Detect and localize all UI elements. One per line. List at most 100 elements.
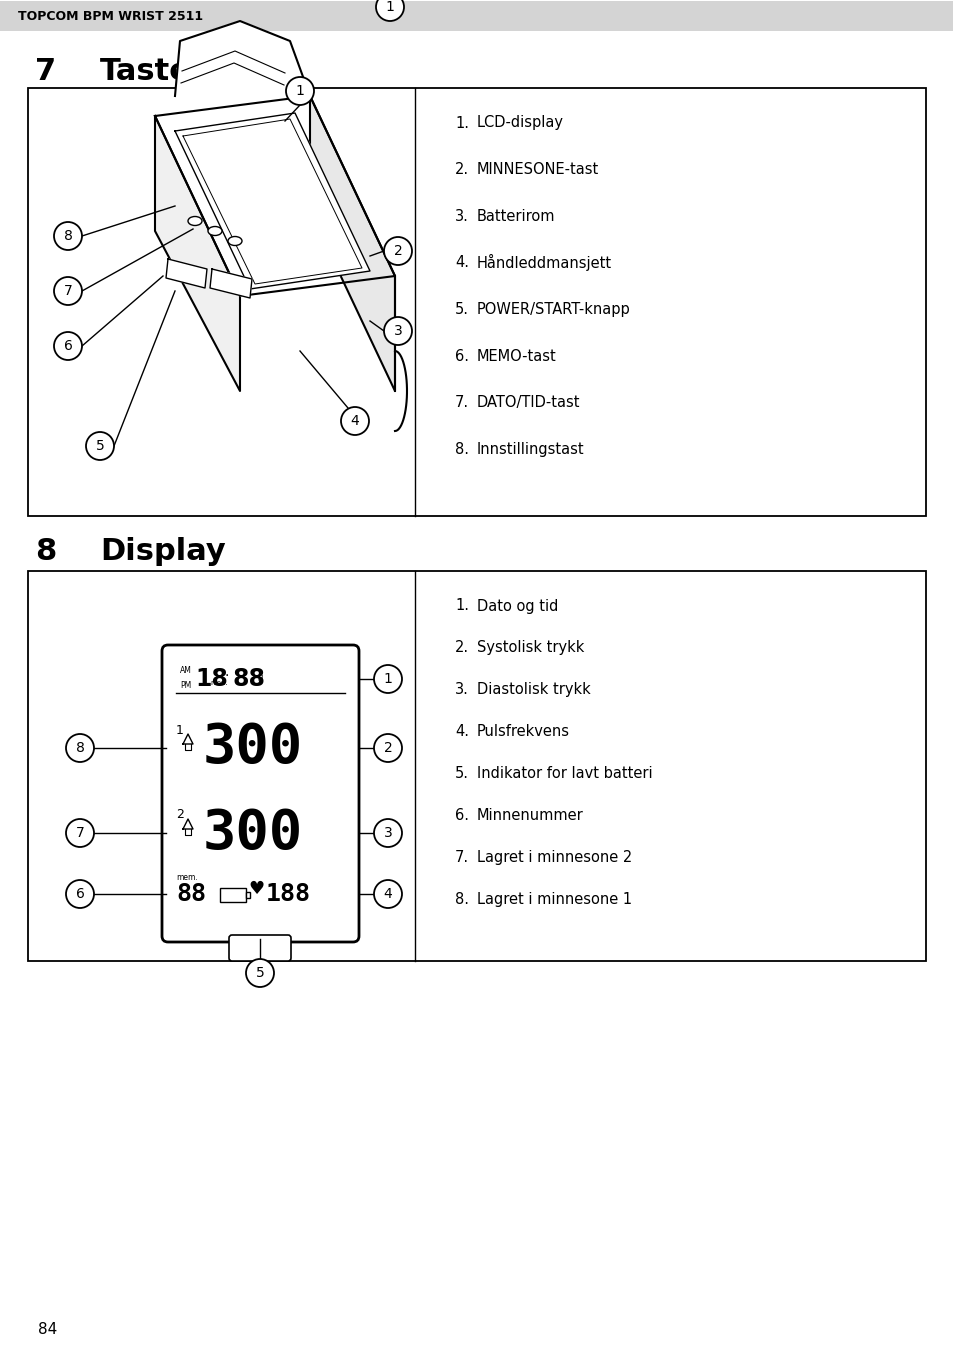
Text: ·: · [225, 669, 229, 684]
Text: 1.: 1. [455, 598, 469, 613]
Text: mon.: mon. [210, 680, 228, 686]
Circle shape [374, 819, 401, 847]
Text: 7: 7 [75, 825, 84, 840]
Text: 2.: 2. [455, 640, 469, 655]
Text: 1: 1 [295, 84, 304, 99]
Text: Dato og tid: Dato og tid [476, 598, 558, 613]
Text: 5: 5 [255, 966, 264, 979]
Circle shape [375, 0, 403, 22]
Circle shape [54, 332, 82, 359]
Text: 300: 300 [203, 807, 303, 859]
Circle shape [54, 277, 82, 305]
Ellipse shape [188, 216, 202, 226]
Text: POWER/START-knapp: POWER/START-knapp [476, 303, 630, 317]
Text: 8: 8 [35, 536, 56, 566]
Text: 1: 1 [383, 671, 392, 686]
Text: Pulsfrekvens: Pulsfrekvens [476, 724, 569, 739]
Text: Taster: Taster [100, 57, 206, 85]
Text: Lagret i minnesone 2: Lagret i minnesone 2 [476, 850, 632, 865]
Text: 84: 84 [38, 1321, 57, 1336]
Text: 8.: 8. [455, 442, 469, 457]
Text: 3.: 3. [455, 682, 468, 697]
Text: 2: 2 [394, 245, 402, 258]
Text: Systolisk trykk: Systolisk trykk [476, 640, 584, 655]
Text: 3: 3 [383, 825, 392, 840]
Circle shape [374, 665, 401, 693]
Text: 1: 1 [175, 724, 184, 736]
Text: MEMO-tast: MEMO-tast [476, 349, 557, 363]
Circle shape [246, 959, 274, 988]
Text: DATO/TID-tast: DATO/TID-tast [476, 396, 579, 411]
Text: 2.: 2. [455, 162, 469, 177]
Text: 300: 300 [203, 721, 303, 774]
Text: 6: 6 [64, 339, 72, 353]
Text: TOPCOM BPM WRIST 2511: TOPCOM BPM WRIST 2511 [18, 9, 203, 23]
Text: 5.: 5. [455, 303, 469, 317]
Text: Innstillingstast: Innstillingstast [476, 442, 584, 457]
Circle shape [384, 236, 412, 265]
Text: 4: 4 [383, 888, 392, 901]
Text: PM: PM [180, 681, 191, 690]
Text: 1: 1 [385, 0, 394, 14]
Text: Diastolisk trykk: Diastolisk trykk [476, 682, 590, 697]
Text: AM: AM [180, 666, 192, 676]
Bar [0, 1, 953, 31]
Circle shape [374, 734, 401, 762]
Text: Håndleddmansjett: Håndleddmansjett [476, 254, 612, 272]
Polygon shape [174, 113, 370, 289]
Text: 5: 5 [95, 439, 104, 453]
Polygon shape [310, 96, 395, 390]
Polygon shape [210, 269, 252, 299]
FancyBboxPatch shape [229, 935, 291, 961]
Circle shape [66, 819, 94, 847]
Text: 2: 2 [175, 808, 184, 821]
Text: 3: 3 [394, 324, 402, 338]
Circle shape [384, 317, 412, 345]
Text: 4.: 4. [455, 255, 469, 270]
Text: 7: 7 [64, 284, 72, 299]
Text: 2: 2 [383, 740, 392, 755]
Circle shape [374, 880, 401, 908]
Ellipse shape [228, 236, 242, 246]
Text: d: d [257, 676, 263, 684]
Text: 6: 6 [75, 888, 85, 901]
Text: 3.: 3. [455, 209, 468, 224]
Text: 1.: 1. [455, 115, 469, 131]
Text: Lagret i minnesone 1: Lagret i minnesone 1 [476, 892, 632, 907]
Circle shape [340, 407, 369, 435]
Polygon shape [166, 259, 207, 288]
Text: 4: 4 [351, 413, 359, 428]
Text: 188: 188 [266, 882, 311, 907]
Circle shape [54, 222, 82, 250]
Text: 7: 7 [35, 57, 56, 85]
Polygon shape [154, 96, 395, 296]
Polygon shape [174, 22, 310, 96]
Bar [220, 888, 246, 902]
Text: MINNESONE-tast: MINNESONE-tast [476, 162, 598, 177]
Text: LCD-display: LCD-display [476, 115, 563, 131]
Circle shape [86, 432, 113, 459]
Bar [28, 571, 925, 961]
FancyBboxPatch shape [162, 644, 358, 942]
Text: 88: 88 [175, 882, 206, 907]
Text: 88: 88 [233, 667, 266, 690]
Text: 7.: 7. [455, 396, 469, 411]
Polygon shape [154, 116, 240, 390]
Text: 4.: 4. [455, 724, 469, 739]
Text: 6.: 6. [455, 808, 469, 823]
Text: 7.: 7. [455, 850, 469, 865]
Circle shape [66, 734, 94, 762]
Circle shape [66, 880, 94, 908]
Text: 8.: 8. [455, 892, 469, 907]
Text: Indikator for lavt batteri: Indikator for lavt batteri [476, 766, 652, 781]
Text: Minnenummer: Minnenummer [476, 808, 583, 823]
Text: 8: 8 [64, 230, 72, 243]
Circle shape [286, 77, 314, 105]
Text: 5.: 5. [455, 766, 469, 781]
Text: Batterirom: Batterirom [476, 209, 555, 224]
Text: 8: 8 [75, 740, 85, 755]
Text: mem.: mem. [175, 873, 197, 882]
Bar [28, 88, 925, 516]
Ellipse shape [208, 227, 222, 235]
Text: ♥: ♥ [248, 880, 264, 898]
